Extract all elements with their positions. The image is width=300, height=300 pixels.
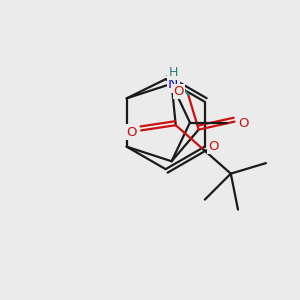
Text: O: O [126, 126, 136, 139]
Text: O: O [208, 140, 218, 153]
Text: H: H [169, 66, 178, 79]
Text: O: O [238, 117, 249, 130]
Text: O: O [174, 85, 184, 98]
Text: N: N [168, 77, 178, 92]
